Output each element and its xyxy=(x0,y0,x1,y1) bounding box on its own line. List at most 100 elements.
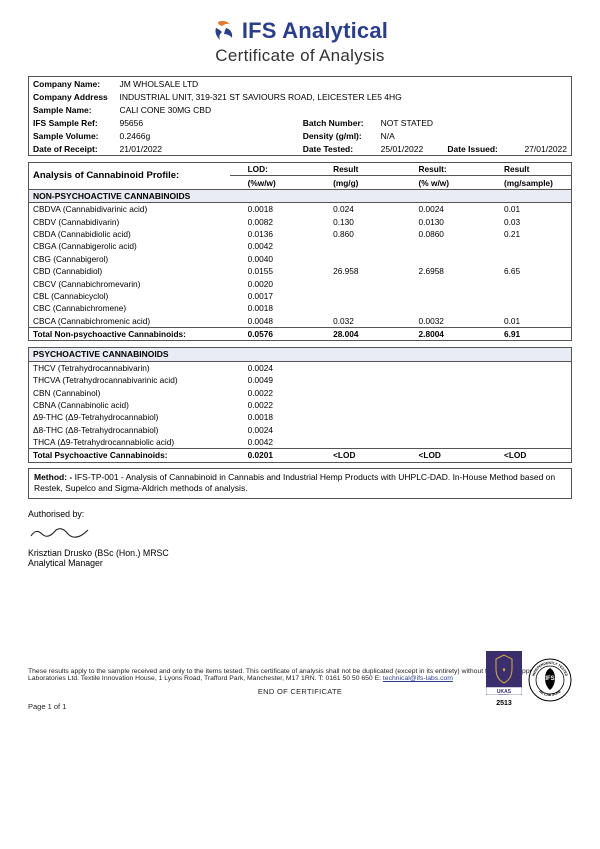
col-unit: (mg/sample) xyxy=(486,176,571,189)
table-row: CBCA (Cannabichromenic acid)0.00480.0320… xyxy=(29,315,572,328)
total-label: Total Non-psychoactive Cannabinoids: xyxy=(29,327,230,340)
method-text: IFS-TP-001 - Analysis of Cannabinoid in … xyxy=(34,472,555,493)
result-mg-g xyxy=(315,240,400,252)
value: 0.2466g xyxy=(115,129,298,142)
result-pct: 0.0130 xyxy=(401,216,486,228)
result-pct xyxy=(401,374,486,386)
total-val: 2.8004 xyxy=(401,327,486,340)
lod-val: 0.0049 xyxy=(230,374,315,386)
col-unit: (mg/g) xyxy=(315,176,400,189)
col-head: LOD: xyxy=(230,163,315,176)
result-pct xyxy=(401,302,486,314)
sample-info-table: Company Name: JM WHOLSALE LTD Company Ad… xyxy=(28,76,572,156)
lod-val: 0.0042 xyxy=(230,436,315,449)
col-head: Result xyxy=(486,163,571,176)
lod-val: 0.0018 xyxy=(230,203,315,216)
result-mg-sample: 0.21 xyxy=(486,228,571,240)
col-head: Result xyxy=(315,163,400,176)
analyte-name: Δ9-THC (Δ9-Tetrahydrocannabiol) xyxy=(29,411,230,423)
result-pct xyxy=(401,277,486,289)
analyte-name: CBN (Cannabinol) xyxy=(29,386,230,398)
result-mg-sample xyxy=(486,386,571,398)
result-pct xyxy=(401,424,486,436)
lod-val: 0.0024 xyxy=(230,361,315,374)
result-pct xyxy=(401,253,486,265)
table-row: CBDV (Cannabidivarin)0.00820.1300.01300.… xyxy=(29,216,572,228)
disclaimer-text: These results apply to the sample receiv… xyxy=(28,668,564,682)
label: Sample Volume: xyxy=(29,129,116,142)
result-mg-sample xyxy=(486,424,571,436)
lod-val: 0.0017 xyxy=(230,290,315,302)
result-mg-sample: 0.03 xyxy=(486,216,571,228)
result-mg-g: 0.860 xyxy=(315,228,400,240)
disclaimer-email-link[interactable]: technical@ifs-labs.com xyxy=(383,675,453,682)
analyte-name: CBDVA (Cannabidivarinic acid) xyxy=(29,203,230,216)
lod-val: 0.0136 xyxy=(230,228,315,240)
lod-val: 0.0048 xyxy=(230,315,315,328)
authorisation-block: Authorised by: Krisztian Drusko (BSc (Ho… xyxy=(28,509,572,568)
lod-val: 0.0018 xyxy=(230,302,315,314)
result-mg-g xyxy=(315,436,400,449)
result-mg-g: 26.958 xyxy=(315,265,400,277)
value: 25/01/2022 xyxy=(377,142,444,156)
table-row: CBN (Cannabinol)0.0022 xyxy=(29,386,572,398)
lod-val: 0.0155 xyxy=(230,265,315,277)
total-val: <LOD xyxy=(315,449,400,462)
result-mg-g: 0.032 xyxy=(315,315,400,328)
result-pct xyxy=(401,436,486,449)
result-mg-g xyxy=(315,374,400,386)
label: Date Tested: xyxy=(299,142,377,156)
method-label: Method: - xyxy=(34,472,72,482)
result-mg-g xyxy=(315,424,400,436)
auth-by-label: Authorised by: xyxy=(28,509,572,519)
lod-val: 0.0020 xyxy=(230,277,315,289)
total-val: 28.004 xyxy=(315,327,400,340)
label: Date Issued: xyxy=(443,142,520,156)
result-pct xyxy=(401,240,486,252)
total-val: 6.91 xyxy=(486,327,571,340)
result-mg-g xyxy=(315,290,400,302)
total-label: Total Psychoactive Cannabinoids: xyxy=(29,449,230,462)
table-row: Δ8-THC (Δ8-Tetrahydrocannabiol)0.0024 xyxy=(29,424,572,436)
result-mg-sample xyxy=(486,302,571,314)
table-row: CBNA (Cannabinolic acid)0.0022 xyxy=(29,399,572,411)
analyte-name: CBCA (Cannabichromenic acid) xyxy=(29,315,230,328)
value: JM WHOLSALE LTD xyxy=(115,77,571,91)
header: IFS Analytical Certificate of Analysis xyxy=(28,18,572,66)
analyte-name: CBG (Cannabigerol) xyxy=(29,253,230,265)
ifs-seal-icon: IFS INDEPENDENTLY TESTED BE LAB SURE xyxy=(528,658,572,707)
section-header: NON-PSYCHOACTIVE CANNABINOIDS xyxy=(29,189,572,202)
lod-val: 0.0022 xyxy=(230,399,315,411)
value: 95656 xyxy=(115,116,298,129)
svg-text:TESTING: TESTING xyxy=(499,694,510,695)
result-pct xyxy=(401,411,486,423)
profile-title: Analysis of Cannabinoid Profile: xyxy=(29,163,230,190)
analyte-name: Δ8-THC (Δ8-Tetrahydrocannabiol) xyxy=(29,424,230,436)
result-pct xyxy=(401,386,486,398)
result-mg-sample xyxy=(486,436,571,449)
table-row: CBDVA (Cannabidivarinic acid)0.00180.024… xyxy=(29,203,572,216)
label: Sample Name: xyxy=(29,103,116,116)
result-mg-sample xyxy=(486,361,571,374)
label: Batch Number: xyxy=(299,116,377,129)
method-box: Method: - IFS-TP-001 - Analysis of Canna… xyxy=(28,468,572,499)
lod-val: 0.0040 xyxy=(230,253,315,265)
table-row: CBG (Cannabigerol)0.0040 xyxy=(29,253,572,265)
result-mg-sample: 6.65 xyxy=(486,265,571,277)
analyte-name: CBC (Cannabichromene) xyxy=(29,302,230,314)
certificate-page: IFS Analytical Certificate of Analysis C… xyxy=(0,0,600,721)
analyte-name: CBGA (Cannabigerolic acid) xyxy=(29,240,230,252)
table-row: THCV (Tetrahydrocannabivarin)0.0024 xyxy=(29,361,572,374)
auth-title: Analytical Manager xyxy=(28,558,572,568)
result-pct: 2.6958 xyxy=(401,265,486,277)
result-mg-sample xyxy=(486,240,571,252)
lod-val: 0.0082 xyxy=(230,216,315,228)
analyte-name: THCA (Δ9-Tetrahydrocannabiolic acid) xyxy=(29,436,230,449)
value: 21/01/2022 xyxy=(115,142,298,156)
result-mg-sample xyxy=(486,411,571,423)
result-mg-g: 0.024 xyxy=(315,203,400,216)
analyte-name: CBNA (Cannabinolic acid) xyxy=(29,399,230,411)
label: IFS Sample Ref: xyxy=(29,116,116,129)
col-unit: (%w/w) xyxy=(230,176,315,189)
result-mg-sample xyxy=(486,253,571,265)
